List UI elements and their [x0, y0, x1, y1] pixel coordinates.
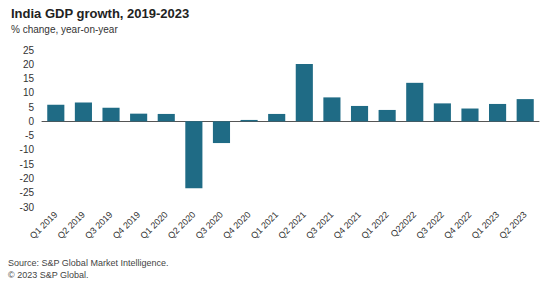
svg-text:-15: -15 [20, 159, 35, 170]
svg-text:% change, year-on-year: % change, year-on-year [11, 24, 118, 35]
svg-text:Q4 2020: Q4 2020 [221, 209, 252, 240]
svg-text:Q3 2022: Q3 2022 [414, 209, 445, 240]
svg-text:Q2 2021: Q2 2021 [276, 209, 307, 240]
svg-text:Q4 2021: Q4 2021 [332, 209, 363, 240]
svg-text:Q2 2020: Q2 2020 [166, 209, 197, 240]
svg-text:Q2 2019: Q2 2019 [56, 209, 87, 240]
svg-text:Q1 2020: Q1 2020 [138, 209, 169, 240]
svg-text:5: 5 [28, 102, 34, 113]
svg-text:25: 25 [23, 45, 35, 56]
svg-text:20: 20 [23, 59, 35, 70]
svg-text:Q4 2019: Q4 2019 [111, 209, 142, 240]
svg-text:Q2 2023: Q2 2023 [497, 209, 528, 240]
svg-text:© 2023 S&P Global.: © 2023 S&P Global. [8, 270, 89, 280]
svg-text:Q1 2023: Q1 2023 [470, 209, 501, 240]
svg-text:India GDP growth, 2019-2023: India GDP growth, 2019-2023 [11, 6, 189, 21]
svg-text:Q3 2020: Q3 2020 [194, 209, 225, 240]
svg-text:Q3 2019: Q3 2019 [83, 209, 114, 240]
svg-text:-5: -5 [25, 130, 34, 141]
svg-text:Q3 2021: Q3 2021 [304, 209, 335, 240]
svg-text:Q22022: Q22022 [389, 209, 419, 239]
svg-text:Q1 2022: Q1 2022 [359, 209, 390, 240]
svg-text:-30: -30 [20, 202, 35, 213]
svg-text:10: 10 [23, 87, 35, 98]
svg-text:Q4 2022: Q4 2022 [442, 209, 473, 240]
svg-text:-25: -25 [20, 187, 35, 198]
svg-text:15: 15 [23, 73, 35, 84]
svg-text:-10: -10 [20, 144, 35, 155]
svg-text:Q1 2019: Q1 2019 [28, 209, 59, 240]
svg-text:Q1 2021: Q1 2021 [249, 209, 280, 240]
svg-text:0: 0 [28, 116, 34, 127]
svg-text:-20: -20 [20, 173, 35, 184]
svg-text:Source: S&P Global Market Inte: Source: S&P Global Market Intelligence. [8, 258, 168, 268]
